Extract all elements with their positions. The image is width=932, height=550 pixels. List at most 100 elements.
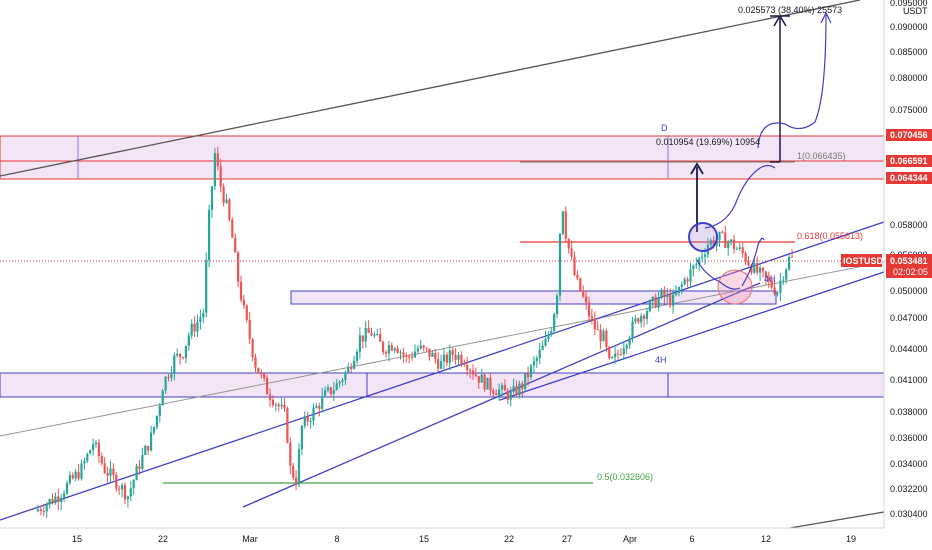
time-tick-label: Apr [623,534,637,544]
candle-body [761,267,765,272]
candle-body [515,386,518,396]
time-tick-label: 6 [689,534,694,544]
candle-body [434,352,437,359]
candle-body [753,262,756,273]
candle-body [419,345,422,349]
candle-body [460,354,463,364]
candle-body [222,186,225,203]
price-tick-label: 0.044000 [890,344,928,354]
candle-body [750,265,753,273]
candle-body [677,286,680,294]
candle-body [158,405,161,416]
symbol-tag-label: IOSTUSDT [843,256,889,266]
candle-body [257,367,260,374]
candle-body [382,341,385,353]
candle-body [251,339,254,358]
candle-body [764,271,767,278]
candle-body [547,334,550,339]
upper-channel-line [0,0,861,177]
candle-body [48,498,51,505]
candle-body [773,287,776,294]
candle-body [422,345,425,348]
candle-body [132,480,135,489]
candle-body [210,186,214,210]
candle-body [155,415,158,427]
time-tick-label: 19 [846,534,856,544]
time-tick-label: 15 [419,534,429,544]
candle-body [289,442,292,466]
candle-body [437,358,440,369]
candle-body [347,367,350,373]
candle-body [219,166,222,187]
candle-body [770,280,773,288]
candle-body [193,323,196,332]
candle-body [297,449,301,485]
price-tick-label: 0.058000 [890,220,928,230]
candle-body [173,355,176,373]
price-tick-label: 0.095000 [890,0,928,8]
candle-body [634,318,637,322]
countdown-label: 02:02:05 [893,267,928,277]
candle-body [277,404,280,407]
candle-body [341,380,344,382]
candle-body [71,475,74,479]
candle-body [692,265,695,270]
candle-body [190,323,193,336]
candle-body [350,367,353,369]
candle-body [213,153,216,187]
candle-body [529,365,533,378]
candle-body [396,348,399,353]
candle-body [558,233,562,296]
price-tick-label: 0.041000 [890,375,928,385]
candle-body [260,373,263,375]
candle-body [550,330,553,335]
time-axis-labels: 15 22 Mar 8 15 22 27 Apr 6 12 19 [72,534,856,544]
candle-body [92,444,95,451]
candle-body [303,416,306,426]
candle-body [489,377,492,391]
candle-body [535,357,538,362]
candle-body [42,510,45,512]
price-tick-label: 0.047000 [890,313,928,323]
candle-body [440,361,443,369]
candle-body [405,355,408,357]
candle-body [669,294,672,306]
candle-body [721,231,724,233]
candle-body [271,399,274,406]
candle-body [51,498,54,504]
support-trend-line [0,221,885,521]
candle-body [602,330,605,342]
candle-body [524,373,527,389]
candle-body [486,377,489,390]
candle-body [732,239,736,250]
projection-curve [704,164,776,229]
candle-body [666,294,669,298]
price-tick-label: 0.085000 [890,47,928,57]
candle-body [477,376,480,383]
candle-body [672,294,675,306]
candle-body [100,456,103,464]
candle-body [399,352,402,354]
quote-unit-label: USDT [903,6,928,16]
candle-body [616,353,620,355]
price-tag-box [886,172,932,184]
chart-pane[interactable] [0,0,884,528]
candle-body [561,211,564,234]
candle-body [605,330,608,347]
candle-body [570,248,573,257]
candle-body [480,374,483,383]
candle-body [445,354,448,363]
candle-body [245,305,248,320]
candle-body [674,293,678,295]
candle-body [300,425,303,450]
price-tick-label: 0.030400 [890,509,928,519]
candle-body [332,390,335,395]
candle-body [492,390,495,394]
time-tick-label: 12 [761,534,771,544]
candle-body [318,405,321,409]
time-tick-label: 22 [504,534,514,544]
candle-body [527,373,530,378]
candle-body [358,335,361,352]
candle-body [532,361,535,366]
